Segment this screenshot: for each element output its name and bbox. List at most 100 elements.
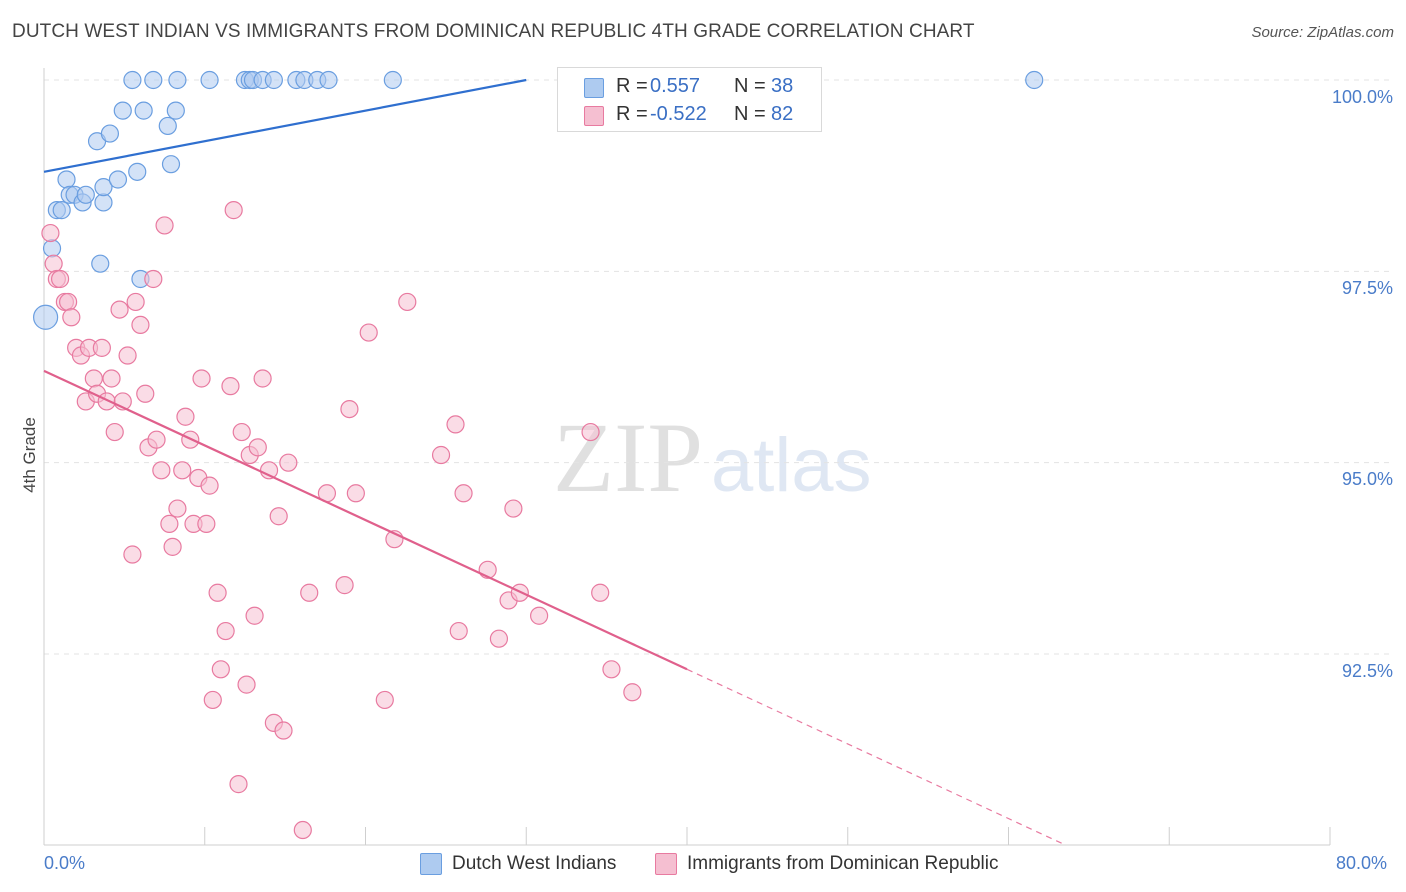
x-tick-label-max: 80.0% bbox=[1336, 853, 1388, 873]
data-point-dominican bbox=[359, 323, 378, 342]
data-point-dutch bbox=[91, 254, 110, 273]
data-point-dominican bbox=[591, 583, 610, 602]
trend-line-dutch bbox=[43, 78, 527, 173]
y-tick-label-100: 100.0% bbox=[1331, 87, 1393, 107]
data-point-dominican bbox=[105, 422, 124, 442]
data-point-dominican bbox=[126, 292, 145, 312]
data-point-dominican bbox=[163, 537, 182, 556]
data-point-dutch bbox=[42, 239, 62, 258]
chart-source: Source: ZipAtlas.com bbox=[1251, 24, 1394, 41]
data-point-dominican bbox=[168, 499, 187, 518]
legend-n-label: N = bbox=[734, 75, 766, 97]
x-tick-label-min: 0.0% bbox=[44, 853, 86, 873]
data-point-dominican bbox=[489, 629, 509, 648]
data-point-dominican bbox=[131, 315, 150, 335]
data-point-dominican bbox=[211, 660, 230, 679]
data-point-dutch bbox=[128, 162, 147, 181]
series-swatch-dutch bbox=[420, 853, 442, 875]
chart-title: DUTCH WEST INDIAN VS IMMIGRANTS FROM DOM… bbox=[12, 21, 975, 42]
data-point-dominican bbox=[431, 445, 451, 465]
legend-swatch-dutch bbox=[584, 78, 604, 98]
data-point-dutch bbox=[76, 185, 95, 204]
data-point-dominican bbox=[203, 690, 222, 710]
trend-extension-dominican bbox=[686, 668, 1066, 846]
data-point-dominican bbox=[335, 576, 354, 595]
data-point-dutch bbox=[134, 101, 153, 120]
data-point-dutch bbox=[319, 70, 338, 90]
y-tick-label-97-5: 97.5% bbox=[1341, 278, 1393, 298]
legend-r-value: 0.557 bbox=[650, 75, 701, 97]
data-point-dutch bbox=[100, 124, 120, 143]
data-point-dominican bbox=[248, 438, 267, 457]
data-point-dominican bbox=[102, 369, 121, 388]
data-point-dominican bbox=[152, 461, 171, 480]
data-point-dutch bbox=[383, 70, 402, 90]
series-label-dutch: Dutch West Indians bbox=[452, 853, 617, 874]
data-point-dominican bbox=[44, 254, 63, 273]
data-point-dominican bbox=[144, 269, 163, 289]
y-tick-label-92-5: 92.5% bbox=[1341, 661, 1393, 681]
data-point-dominican bbox=[147, 430, 166, 449]
data-point-dominican bbox=[110, 300, 129, 319]
data-point-dominican bbox=[160, 514, 179, 533]
data-point-dominican bbox=[346, 484, 365, 503]
data-point-dominican bbox=[245, 606, 264, 625]
legend-r-value: -0.522 bbox=[650, 103, 707, 125]
data-point-dominican bbox=[581, 422, 600, 442]
data-point-dominican bbox=[123, 545, 142, 564]
data-point-dutch bbox=[161, 155, 181, 174]
data-point-dutch bbox=[168, 70, 187, 90]
data-point-dominican bbox=[221, 377, 240, 396]
legend-r-label: R = bbox=[616, 103, 648, 125]
data-point-dominican bbox=[197, 514, 216, 533]
data-point-dominican bbox=[504, 499, 523, 518]
data-point-dominican bbox=[192, 369, 211, 388]
data-point-dominican bbox=[232, 422, 251, 442]
data-point-dominican bbox=[208, 583, 227, 602]
legend-n-value: 82 bbox=[771, 103, 794, 125]
data-point-dominican bbox=[136, 384, 155, 403]
data-point-dominican bbox=[454, 484, 473, 503]
data-point-dutch bbox=[264, 70, 283, 90]
data-point-dominican bbox=[41, 223, 60, 243]
data-point-dominican bbox=[623, 683, 642, 702]
data-point-dutch bbox=[94, 193, 113, 212]
data-point-dominican bbox=[274, 721, 293, 740]
data-point-dominican bbox=[155, 216, 174, 235]
legend-n-label: N = bbox=[734, 103, 766, 125]
data-point-dominican bbox=[229, 775, 248, 794]
legend-r-label: R = bbox=[616, 75, 648, 97]
data-point-dominican bbox=[97, 392, 116, 411]
data-point-dutch bbox=[158, 116, 177, 136]
y-axis-title: 4th Grade bbox=[20, 417, 39, 493]
data-point-dominican bbox=[200, 476, 219, 495]
data-point-dominican bbox=[173, 461, 192, 480]
watermark: ZIP atlas bbox=[553, 400, 872, 515]
correlation-legend: R = 0.557 N = 38 R = -0.522 N = 82 bbox=[557, 67, 822, 132]
data-point-dominican bbox=[375, 690, 394, 710]
data-point-dutch bbox=[33, 304, 59, 330]
data-point-dominican bbox=[237, 675, 256, 694]
data-point-dutch bbox=[94, 178, 113, 197]
data-point-dominican bbox=[216, 621, 235, 641]
data-point-dutch bbox=[52, 201, 71, 220]
data-point-dominican bbox=[62, 308, 81, 327]
data-point-dutch bbox=[200, 70, 219, 90]
trend-line-dominican bbox=[43, 369, 688, 671]
data-point-dominican bbox=[84, 369, 103, 388]
data-point-dominican bbox=[176, 407, 195, 426]
watermark-zip: ZIP bbox=[553, 402, 703, 513]
data-point-dominican bbox=[224, 201, 243, 220]
data-point-dominican bbox=[253, 369, 272, 388]
data-point-dutch bbox=[123, 70, 142, 90]
data-point-dominican bbox=[59, 292, 78, 312]
data-point-dutch bbox=[166, 101, 185, 120]
series-label-dominican: Immigrants from Dominican Republic bbox=[687, 853, 999, 874]
legend-n-value: 38 bbox=[771, 75, 794, 97]
data-point-dominican bbox=[449, 621, 468, 641]
data-point-dutch bbox=[1025, 70, 1044, 90]
data-point-dominican bbox=[602, 660, 621, 679]
data-point-dutch bbox=[113, 101, 132, 120]
data-point-dominican bbox=[118, 346, 137, 365]
